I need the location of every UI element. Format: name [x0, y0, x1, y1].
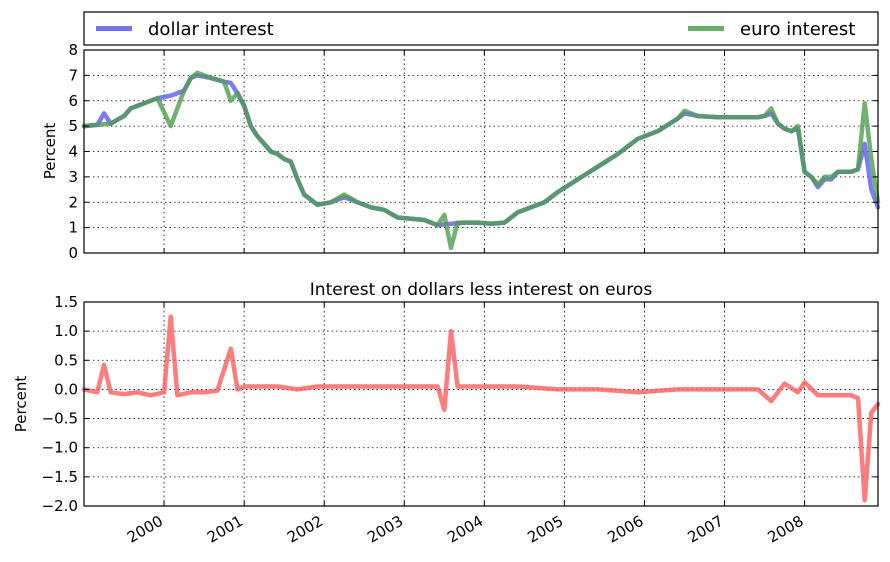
- top-panel-series: [81, 70, 881, 251]
- y-tick-label: 7: [68, 66, 78, 84]
- x-tick-labels: 2000 2001 2002 2003 2004 2005 2006 2007 2008: [124, 512, 807, 547]
- bottom-panel-ylabel: Percent: [12, 376, 30, 433]
- y-tick-label: 8: [68, 41, 78, 59]
- x-tick-label: 2002: [284, 512, 326, 547]
- y-tick-label: 0.0: [54, 380, 78, 398]
- x-tick-label: 2003: [364, 512, 406, 547]
- x-tick-label: 2007: [684, 512, 726, 547]
- y-tick-label: 5: [68, 117, 78, 135]
- bottom-panel-frame: [83, 301, 879, 507]
- y-tick-label: −2.0: [42, 497, 78, 515]
- legend-frame: [83, 11, 879, 46]
- bottom-panel-title: Interest on dollars less interest on eur…: [310, 280, 653, 300]
- x-tick-label: 2000: [124, 512, 166, 547]
- x-tick-label: 2008: [765, 512, 807, 547]
- x-tick-label: 2004: [444, 512, 486, 547]
- series-line-difference: [81, 314, 881, 503]
- y-tick-label: 1.5: [54, 293, 78, 311]
- legend-label-euro: euro interest: [740, 19, 855, 40]
- top-panel-ticks: 0 1 2 3 4 5 6 7 8: [68, 41, 878, 262]
- y-tick-label: −1.5: [42, 468, 78, 486]
- x-tick-label: 2001: [204, 512, 246, 547]
- top-panel-ylabel: Percent: [41, 123, 59, 180]
- y-tick-label: 6: [68, 92, 78, 110]
- legend: dollar interest euro interest: [83, 11, 879, 46]
- bottom-panel-series: [81, 314, 881, 503]
- bottom-panel-grid: [84, 302, 878, 506]
- y-tick-label: 0: [68, 244, 78, 262]
- y-tick-label: 4: [68, 143, 78, 161]
- y-tick-label: 1.0: [54, 322, 78, 340]
- legend-label-dollar: dollar interest: [148, 19, 274, 40]
- x-tick-label: 2005: [524, 512, 566, 547]
- y-tick-label: 0.5: [54, 351, 78, 369]
- bottom-panel-ticks: −2.0 −1.5 −1.0 −0.5 0.0 0.5 1.0 1.5: [42, 293, 878, 515]
- x-tick-label: 2006: [604, 512, 646, 547]
- y-tick-label: 1: [68, 219, 78, 237]
- series-line-euro: [81, 70, 881, 251]
- y-tick-label: 3: [68, 168, 78, 186]
- y-tick-label: −1.0: [42, 439, 78, 457]
- y-tick-label: −0.5: [42, 410, 78, 428]
- top-panel-grid: [84, 50, 878, 253]
- top-panel: 0 1 2 3 4 5 6 7 8 Percent: [41, 41, 881, 262]
- y-tick-label: 2: [68, 193, 78, 211]
- bottom-panel: Interest on dollars less interest on eur…: [12, 280, 881, 515]
